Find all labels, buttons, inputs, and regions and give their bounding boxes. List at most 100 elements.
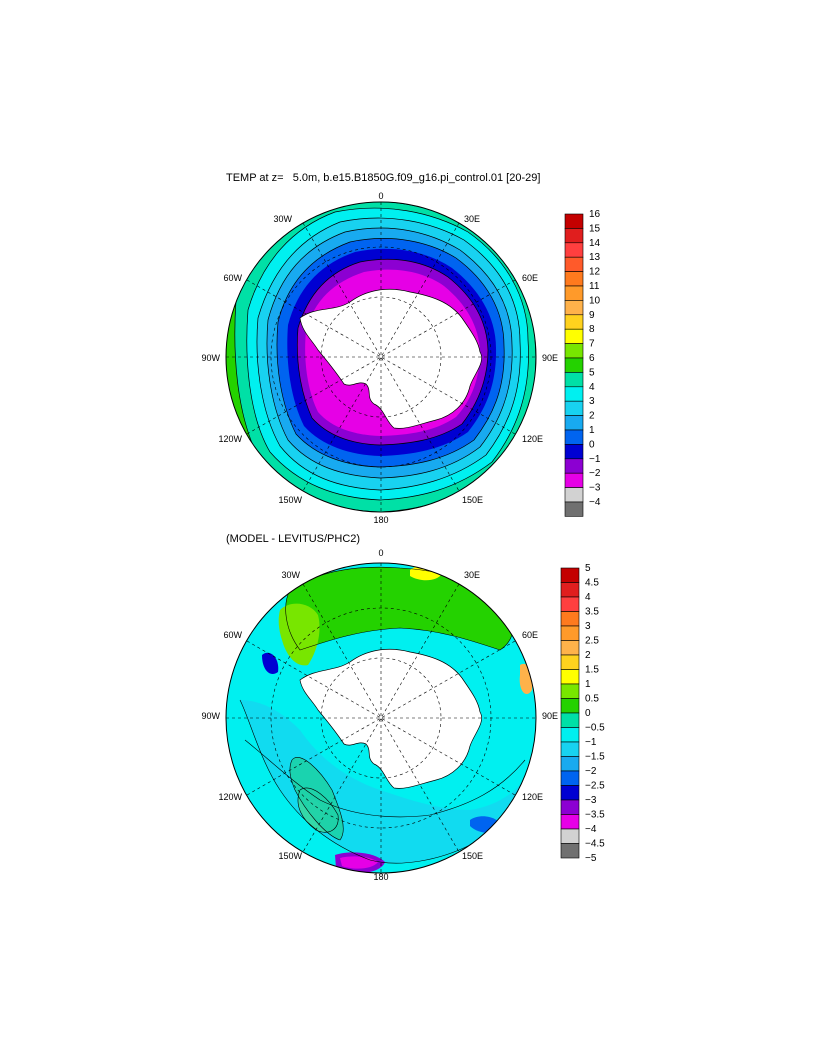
- colorbar-bottom-swatch: [560, 727, 580, 743]
- colorbar-bottom-swatch: [560, 596, 580, 612]
- colorbar-bottom-swatch: [560, 828, 580, 844]
- colorbar-bottom-tick-label: −4: [585, 824, 597, 835]
- lon-label-180-b: 180: [373, 872, 388, 882]
- colorbar-top-tick-label: 0: [589, 439, 595, 450]
- bottom-polar-map: 0 30W 30E 60W 60E 90W 90E 120W 120E 150W…: [201, 548, 605, 882]
- lon-label-150e-b: 150E: [462, 851, 483, 861]
- lon-label-60w-b: 60W: [223, 630, 242, 640]
- anomaly-field: [226, 563, 536, 873]
- colorbar-bottom-swatch: [560, 582, 580, 598]
- lon-label-60e: 60E: [522, 273, 538, 283]
- colorbar-bottom-tick-label: −2.5: [585, 781, 605, 792]
- colorbar-bottom-tick-label: 0.5: [585, 694, 599, 705]
- colorbar-top-tick-label: 9: [589, 310, 595, 321]
- colorbar-bottom-tick-label: −3: [585, 795, 597, 806]
- colorbar-bottom-swatch: [560, 625, 580, 641]
- colorbar-top-tick-label: 4: [589, 382, 595, 393]
- colorbar-bottom-tick-label: 3.5: [585, 607, 599, 618]
- lon-label-0-b: 0: [378, 548, 383, 558]
- colorbar-top-tick-label: 5: [589, 367, 595, 378]
- colorbar-top-tick-label: 11: [589, 281, 600, 292]
- colorbar-bottom-tick-label: 4.5: [585, 578, 599, 589]
- lon-label-60e-b: 60E: [522, 630, 538, 640]
- lon-label-30w-b: 30W: [281, 570, 300, 580]
- colorbar-top-tick-label: −2: [589, 468, 601, 479]
- colorbar-top-tick-label: 8: [589, 324, 595, 335]
- antarctica-bottom: [299, 648, 482, 789]
- top-panel-title: TEMP at z= 5.0m, b.e15.B1850G.f09_g16.pi…: [226, 172, 541, 184]
- temperature-field: [226, 202, 536, 512]
- lon-label-90e-b: 90E: [542, 711, 558, 721]
- colorbar-top-tick-label: −1: [589, 454, 601, 465]
- map-frame-top: [225, 201, 537, 513]
- lon-label-120w-b: 120W: [218, 792, 242, 802]
- lon-label-120w: 120W: [218, 434, 242, 444]
- colorbar-bottom-swatch: [560, 611, 580, 627]
- lon-label-150w-b: 150W: [278, 851, 302, 861]
- lon-label-120e-b: 120E: [522, 792, 543, 802]
- bottom-panel-title: (MODEL - LEVITUS/PHC2): [226, 533, 361, 545]
- colorbar-bottom-tick-label: −3.5: [585, 810, 605, 821]
- lon-label-30e: 30E: [464, 214, 480, 224]
- colorbar-bottom-tick-label: 1: [585, 679, 591, 690]
- colorbar-bottom-tick-label: 2: [585, 650, 591, 661]
- colorbar-top-tick-label: 1: [589, 425, 595, 436]
- lon-labels-bottom: 0 30W 30E 60W 60E 90W 90E 120W 120E 150W…: [201, 548, 558, 882]
- graticule-bottom: [226, 563, 536, 873]
- colorbar-bottom-tick-label: 4: [585, 592, 591, 603]
- colorbar-bottom-swatch: [560, 698, 580, 714]
- colorbar-bottom-tick-label: 1.5: [585, 665, 599, 676]
- colorbar-bottom-tick-label: 2.5: [585, 636, 599, 647]
- lon-label-180: 180: [373, 515, 388, 525]
- colorbar-bottom-swatch: [560, 712, 580, 728]
- lon-label-60w: 60W: [223, 273, 242, 283]
- colorbar-bottom-tick-label: 0: [585, 708, 591, 719]
- colorbar-top-tick-label: 13: [589, 252, 601, 263]
- colorbar-bottom-swatch: [560, 843, 580, 859]
- graticule-top: [226, 202, 536, 512]
- colorbar-bottom: 5 4.5 4 3.5 3 2.5 2 1.5 1 0.5 0 −0.5 −1 −1.5 −2 −2.5 −3 −…: [560, 563, 605, 864]
- colorbar-top-tick-label: 12: [589, 267, 601, 278]
- colorbar-bottom-tick-label: 3: [585, 621, 591, 632]
- colorbar-bottom-swatch: [560, 785, 580, 801]
- lon-label-30w: 30W: [273, 214, 292, 224]
- colorbar-bottom-swatch: [560, 814, 580, 830]
- lon-label-150w: 150W: [278, 495, 302, 505]
- colorbar-bottom-tick-label: −1: [585, 737, 597, 748]
- lon-label-90e: 90E: [542, 353, 558, 363]
- colorbar-bottom-swatch: [560, 683, 580, 699]
- lon-label-90w-b: 90W: [201, 711, 220, 721]
- colorbar-top-tick-label: 16: [589, 209, 601, 220]
- lon-label-90w: 90W: [201, 353, 220, 363]
- colorbar-top-tick-label: 10: [589, 295, 601, 306]
- colorbar-bottom-swatch: [560, 799, 580, 815]
- colorbar-bottom-swatch: [560, 741, 580, 757]
- colorbar-bottom-swatch: [560, 640, 580, 656]
- colorbar-bottom-swatch: [560, 756, 580, 772]
- antarctica-top: [299, 288, 482, 429]
- colorbar-bottom-swatch: [560, 654, 580, 670]
- colorbar-bottom-swatch: [560, 567, 580, 583]
- lon-label-150e: 150E: [462, 495, 483, 505]
- colorbar-bottom-swatch: [560, 770, 580, 786]
- colorbar-bottom-tick-label: −2: [585, 766, 597, 777]
- colorbar-top-tick-label: 3: [589, 396, 595, 407]
- colorbar-bottom-tick-label: −5: [585, 853, 597, 864]
- lon-label-120e: 120E: [522, 434, 543, 444]
- colorbar-top-tick-label: −4: [589, 497, 601, 508]
- map-frame-bottom: [225, 562, 537, 874]
- colorbar-top-tick-label: 15: [589, 223, 601, 234]
- colorbar-top-tick-label: 14: [589, 238, 601, 249]
- colorbar-bottom-tick-label: 5: [585, 563, 591, 574]
- colorbar-top-tick-label: 6: [589, 353, 595, 364]
- colorbar-top-swatch: [564, 501, 584, 517]
- lon-label-30e-b: 30E: [464, 570, 480, 580]
- lon-labels-top: 0 30W 30E 60W 60E 90W 90E 120W 120E 150W…: [201, 191, 558, 525]
- colorbar-bottom-swatch: [560, 669, 580, 685]
- lon-label-0: 0: [378, 191, 383, 201]
- colorbar-bottom-tick-label: −0.5: [585, 723, 605, 734]
- colorbar-top-tick-label: 2: [589, 411, 595, 422]
- colorbar-top-tick-label: 7: [589, 339, 595, 350]
- colorbar-top-tick-label: −3: [589, 483, 601, 494]
